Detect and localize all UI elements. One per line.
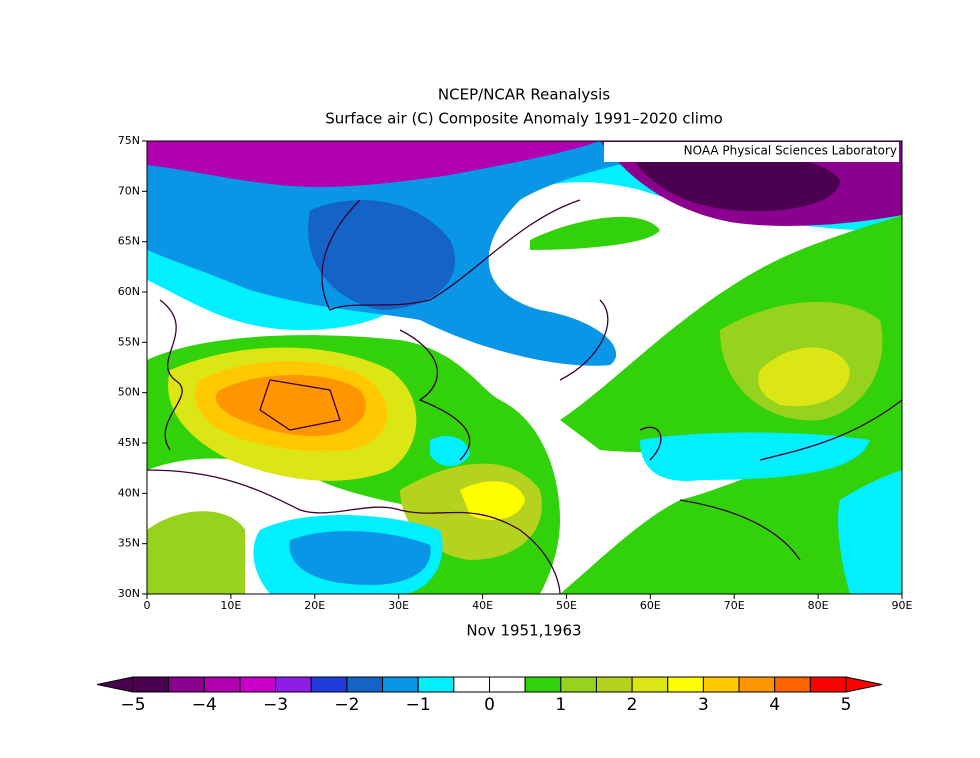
- colorbar-label: −5: [120, 695, 145, 715]
- colorbar: −5 −4 −3 −2 −1 0 1 2 3 4 5: [96, 676, 883, 715]
- colorbar-box: [310, 676, 348, 693]
- lat-label: 50N: [118, 386, 140, 399]
- credit-box: [604, 142, 899, 162]
- lat-label: 30N: [118, 587, 140, 600]
- colorbar-box: [275, 676, 312, 693]
- lon-label: 80E: [808, 599, 829, 612]
- colorbar-box: [702, 676, 740, 693]
- lat-label: 75N: [118, 134, 140, 147]
- colorbar-box: [239, 676, 277, 693]
- credit: NOAA Physical Sciences Laboratory: [684, 144, 897, 158]
- colorbar-box: [595, 676, 633, 693]
- lon-label: 10E: [220, 599, 241, 612]
- colorbar-label: 0: [484, 695, 495, 715]
- colorbar-end-right: [845, 676, 883, 693]
- colorbar-box: [738, 676, 776, 693]
- colorbar-box: [774, 676, 811, 693]
- lon-label: 60E: [640, 599, 661, 612]
- colorbar-box: [382, 676, 419, 693]
- lat-label: 65N: [118, 235, 140, 248]
- colorbar-box: [346, 676, 384, 693]
- colorbar-label: 4: [769, 695, 780, 715]
- lat-label: 70N: [118, 184, 140, 197]
- anomaly-field: [147, 141, 902, 594]
- lon-label: 50E: [556, 599, 577, 612]
- lat-label: 35N: [118, 537, 140, 550]
- colorbar-label: 1: [555, 695, 566, 715]
- lon-label: 70E: [724, 599, 745, 612]
- colorbar-box: [453, 676, 491, 693]
- lon-label: 40E: [472, 599, 493, 612]
- colorbar-box: [809, 676, 847, 693]
- colorbar-box: [524, 676, 562, 693]
- colorbar-box: [489, 676, 526, 693]
- colorbar-box: [132, 676, 170, 693]
- colorbar-box: [168, 676, 205, 693]
- colorbar-label: −4: [192, 695, 217, 715]
- colorbar-label: −3: [263, 695, 288, 715]
- colorbar-box: [417, 676, 455, 693]
- lon-label: 30E: [388, 599, 409, 612]
- colorbar-label: −2: [334, 695, 359, 715]
- colorbar-label: 5: [841, 695, 852, 715]
- lon-label: 0: [144, 599, 151, 612]
- colorbar-label: −1: [406, 695, 431, 715]
- lat-label: 45N: [118, 436, 140, 449]
- colorbar-box: [631, 676, 669, 693]
- title: NCEP/NCAR Reanalysis: [438, 86, 610, 104]
- colorbar-box: [203, 676, 241, 693]
- x-label: Nov 1951,1963: [466, 622, 581, 640]
- colorbar-label: 2: [627, 695, 638, 715]
- lat-label: 60N: [118, 285, 140, 298]
- subtitle: Surface air (C) Composite Anomaly 1991–2…: [325, 110, 723, 128]
- axes: 75N 70N 65N 60N 55N 50N 45N 40N 35N 30N 0 10E 20E 30E…: [118, 134, 913, 612]
- lat-label: 55N: [118, 335, 140, 348]
- colorbar-end-left: [96, 676, 134, 693]
- lon-label: 20E: [304, 599, 325, 612]
- lon-label: 90E: [892, 599, 913, 612]
- map-frame: [146, 140, 903, 595]
- colorbar-label: 3: [698, 695, 709, 715]
- lat-label: 40N: [118, 486, 140, 499]
- colorbar-box: [667, 676, 704, 693]
- colorbar-box: [560, 676, 597, 693]
